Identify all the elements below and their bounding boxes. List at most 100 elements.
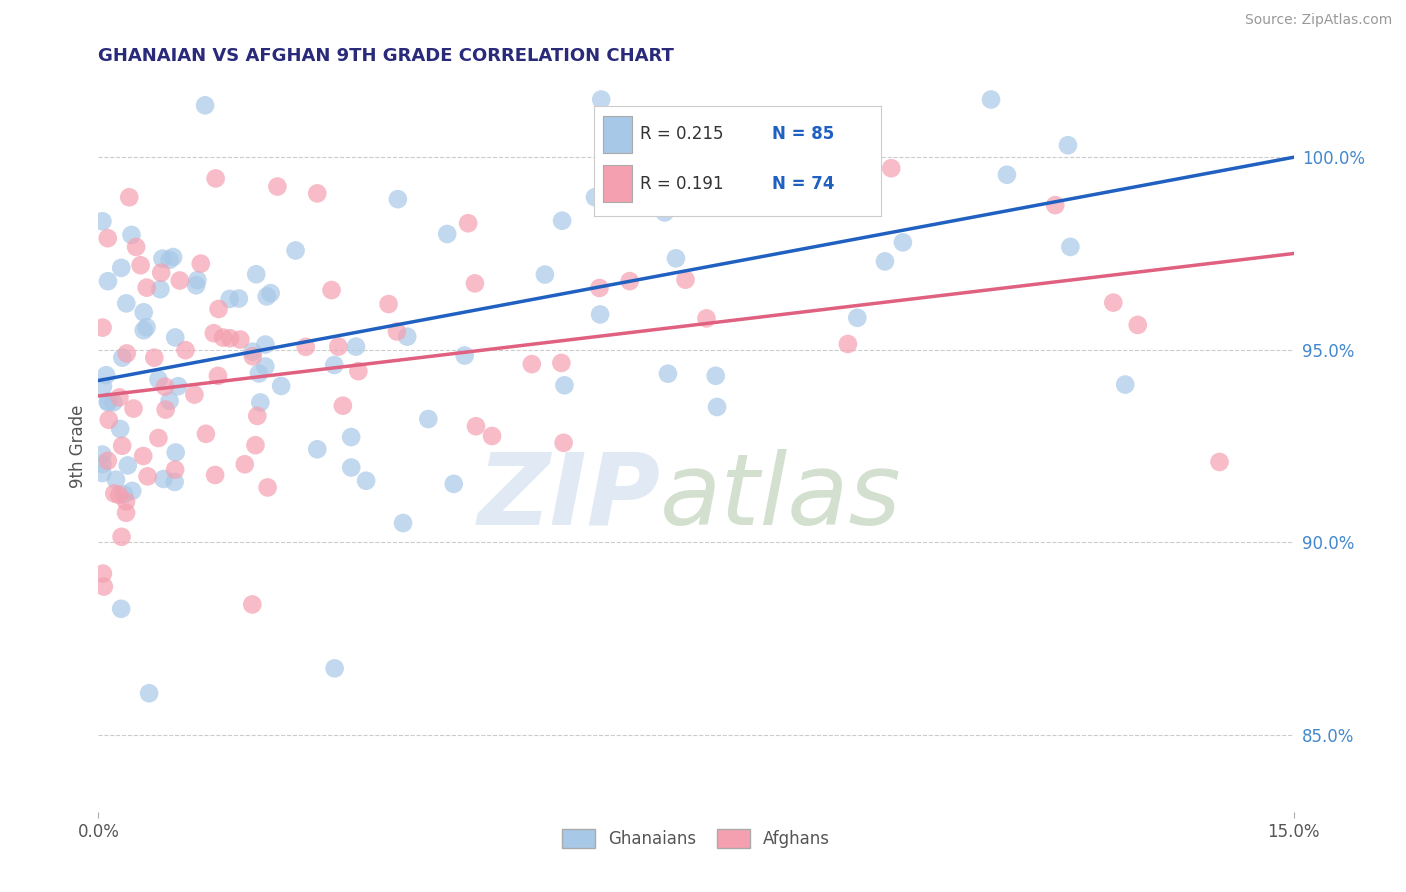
Point [704, 368, 727, 383]
Point [377, 297, 399, 311]
Point [588, 281, 610, 295]
Point [873, 254, 896, 268]
Point [165, 330, 187, 344]
Point [418, 412, 440, 426]
Point [704, 174, 727, 188]
Point [91, 457, 114, 471]
Point [97, 274, 120, 288]
Point [94, 368, 117, 383]
Point [340, 460, 363, 475]
Point [207, 301, 229, 316]
Point [246, 409, 269, 423]
Point [354, 474, 377, 488]
Point [344, 340, 367, 354]
Point [129, 258, 152, 272]
Point [657, 367, 679, 381]
Point [108, 390, 131, 404]
Point [347, 364, 370, 378]
Point [91, 566, 114, 581]
Text: GHANAIAN VS AFGHAN 9TH GRADE CORRELATION CHART: GHANAIAN VS AFGHAN 9TH GRADE CORRELATION… [98, 47, 675, 65]
Point [122, 401, 145, 416]
Point [194, 98, 217, 112]
Point [891, 235, 914, 250]
Point [97, 231, 120, 245]
Point [115, 506, 138, 520]
Point [436, 227, 458, 241]
Point [647, 144, 669, 158]
Point [153, 379, 176, 393]
Point [115, 494, 138, 508]
Point [481, 429, 503, 443]
Point [93, 580, 115, 594]
Point [162, 250, 184, 264]
Point [665, 252, 688, 266]
Point [240, 598, 263, 612]
Point [212, 330, 235, 344]
Point [520, 357, 543, 371]
Point [110, 530, 132, 544]
Point [111, 351, 134, 365]
Point [132, 323, 155, 337]
Point [706, 400, 728, 414]
Point [103, 486, 125, 500]
Point [97, 413, 120, 427]
Point [534, 268, 557, 282]
Point [204, 171, 226, 186]
Point [167, 379, 190, 393]
Point [328, 340, 350, 354]
Point [218, 292, 240, 306]
Point [385, 325, 408, 339]
Point [465, 419, 488, 434]
Point [135, 320, 157, 334]
Point [619, 274, 641, 288]
Text: Source: ZipAtlas.com: Source: ZipAtlas.com [1244, 13, 1392, 28]
Point [91, 320, 114, 334]
Point [165, 463, 187, 477]
Point [323, 358, 346, 372]
Point [453, 349, 475, 363]
Point [91, 379, 114, 393]
Point [135, 280, 157, 294]
Point [553, 378, 575, 392]
Point [202, 326, 225, 341]
Point [846, 310, 869, 325]
Point [152, 472, 174, 486]
Point [150, 266, 173, 280]
Point [163, 475, 186, 489]
Point [91, 214, 114, 228]
Text: atlas: atlas [661, 449, 901, 546]
Point [190, 257, 212, 271]
Point [392, 516, 415, 530]
Point [591, 93, 613, 107]
Point [183, 387, 205, 401]
Point [307, 186, 329, 201]
Point [111, 439, 134, 453]
Point [1045, 198, 1067, 212]
Point [242, 344, 264, 359]
Point [980, 93, 1002, 107]
Point [136, 469, 159, 483]
Point [149, 282, 172, 296]
Point [332, 399, 354, 413]
Point [204, 468, 226, 483]
Point [284, 244, 307, 258]
Point [551, 213, 574, 227]
Point [995, 168, 1018, 182]
Point [121, 483, 143, 498]
Point [186, 273, 208, 287]
Point [713, 150, 735, 164]
Point [1059, 240, 1081, 254]
Point [138, 686, 160, 700]
Point [132, 449, 155, 463]
Point [132, 305, 155, 319]
Point [270, 379, 292, 393]
Point [159, 393, 181, 408]
Point [807, 187, 830, 202]
Point [321, 283, 343, 297]
Point [1057, 138, 1080, 153]
Point [97, 394, 120, 409]
Text: ZIP: ZIP [477, 449, 661, 546]
Point [184, 278, 207, 293]
Point [550, 356, 572, 370]
Point [155, 402, 177, 417]
